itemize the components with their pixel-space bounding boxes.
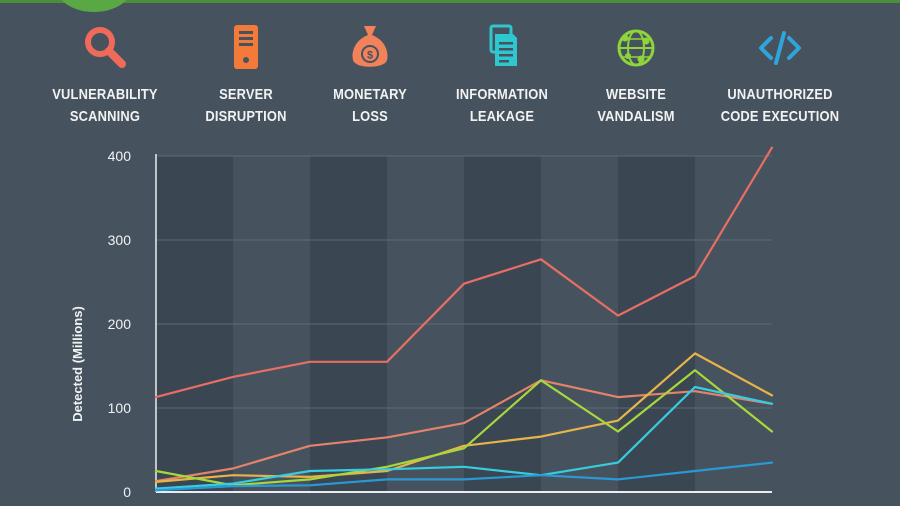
y-tick-label: 100 <box>108 400 132 416</box>
y-tick-label: 0 <box>123 484 131 500</box>
legend-label: INFORMATION LEAKAGE <box>456 86 548 125</box>
legend-item-information-leakage: INFORMATION LEAKAGE <box>422 22 582 128</box>
legend-item-vulnerability-scanning: VULNERABILITY SCANNING <box>25 22 185 128</box>
series-line-4 <box>154 369 774 487</box>
series-lines <box>154 146 774 492</box>
line-chart: 0 100 200 300 400 Detected (Millions) <box>70 146 774 500</box>
legend-item-website-vandalism: WEBSITE VANDALISM <box>556 22 716 128</box>
svg-text:$: $ <box>367 50 373 62</box>
series-line-5 <box>154 385 774 490</box>
code-icon <box>759 31 801 65</box>
brand-badge <box>56 0 132 12</box>
y-axis-label: Detected (Millions) <box>70 306 85 422</box>
series-line-1 <box>154 146 774 399</box>
document-icon <box>489 24 517 66</box>
money-bag-icon: $ <box>352 26 388 67</box>
series-line-6 <box>154 461 774 492</box>
y-tick-label: 200 <box>108 316 132 332</box>
legend-label: UNAUTHORIZED CODE EXECUTION <box>720 86 840 125</box>
y-tick-label: 300 <box>108 232 132 248</box>
legend-item-unauthorized-code-execution: UNAUTHORIZED CODE EXECUTION <box>700 22 860 128</box>
series-line-2 <box>154 379 774 483</box>
legend-item-monetary-loss: $ MONETARY LOSS <box>290 22 450 128</box>
magnifier-icon <box>85 27 126 68</box>
globe-icon <box>617 29 655 67</box>
legend-label: VULNERABILITY SCANNING <box>52 86 158 125</box>
top-accent-bar <box>0 0 900 3</box>
legend-label: WEBSITE VANDALISM <box>597 86 675 125</box>
legend-label: MONETARY LOSS <box>333 86 407 125</box>
series-line-3 <box>154 352 774 483</box>
axes <box>155 154 772 493</box>
legend-label: SERVER DISRUPTION <box>205 86 287 125</box>
legend: VULNERABILITY SCANNING SERVER DISRUPTION… <box>0 22 900 142</box>
legend-item-server-disruption: SERVER DISRUPTION <box>166 22 326 128</box>
y-tick-labels: 0 100 200 300 400 <box>108 148 132 500</box>
gridlines <box>156 155 772 409</box>
server-icon <box>234 25 258 69</box>
y-tick-label: 400 <box>108 148 132 164</box>
